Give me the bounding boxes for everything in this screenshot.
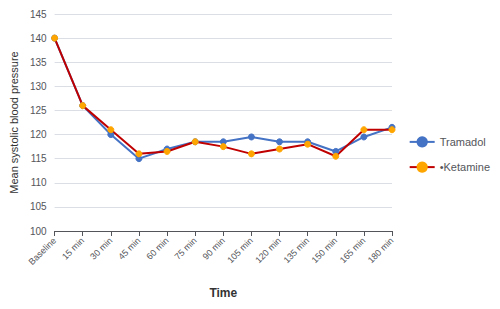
- svg-text:Mean systolic blood pressure: Mean systolic blood pressure: [8, 51, 20, 193]
- svg-text:115: 115: [31, 153, 47, 164]
- svg-text:180 min: 180 min: [366, 235, 396, 265]
- svg-text:100: 100: [30, 226, 47, 237]
- svg-text:135 min: 135 min: [282, 235, 312, 265]
- svg-text:45 min: 45 min: [116, 235, 142, 261]
- svg-text:90 min: 90 min: [201, 235, 227, 261]
- svg-text:120 min: 120 min: [253, 235, 283, 265]
- svg-text:60 min: 60 min: [144, 235, 170, 261]
- svg-text:Time: Time: [209, 286, 237, 300]
- svg-text:•Ketamine: •Ketamine: [440, 161, 490, 173]
- svg-text:120: 120: [30, 129, 47, 140]
- svg-text:110: 110: [31, 177, 47, 188]
- svg-text:150 min: 150 min: [310, 235, 340, 265]
- svg-text:75 min: 75 min: [173, 235, 199, 261]
- svg-text:30 min: 30 min: [88, 235, 114, 261]
- svg-text:Baseline: Baseline: [27, 235, 58, 266]
- svg-text:Tramadol: Tramadol: [440, 136, 486, 148]
- svg-text:145: 145: [30, 9, 47, 20]
- svg-text:125: 125: [30, 105, 47, 116]
- svg-text:130: 130: [30, 81, 47, 92]
- svg-text:140: 140: [30, 33, 47, 44]
- svg-text:105: 105: [30, 201, 47, 212]
- svg-text:105 min: 105 min: [225, 235, 255, 265]
- svg-text:135: 135: [30, 57, 47, 68]
- svg-text:15 min: 15 min: [60, 235, 86, 261]
- svg-text:165 min: 165 min: [338, 235, 368, 265]
